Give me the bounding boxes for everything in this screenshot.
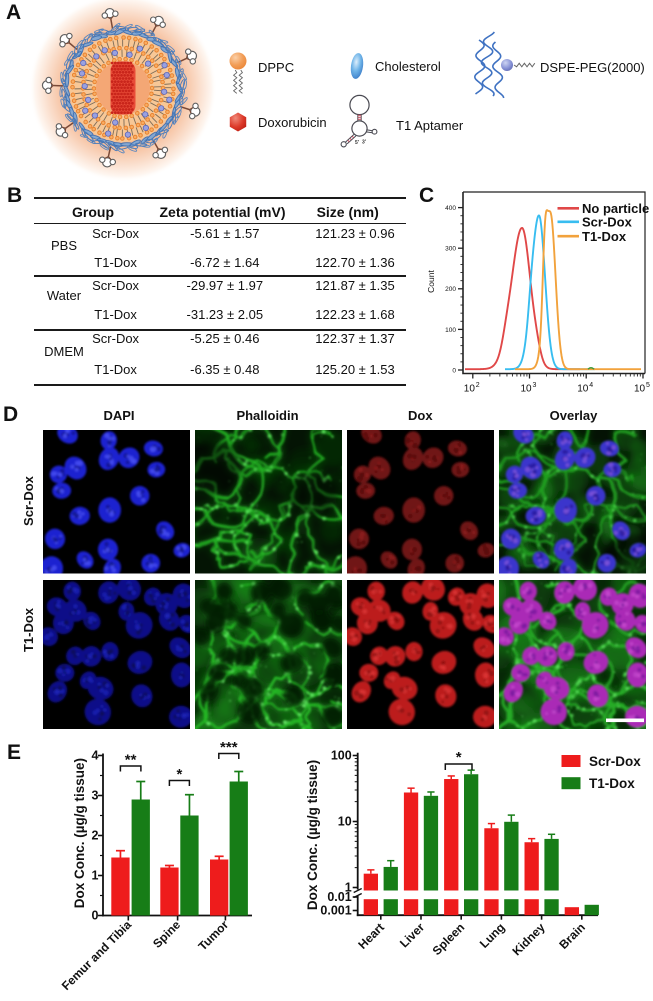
svg-text:*: *: [456, 749, 462, 766]
svg-text:2: 2: [476, 382, 480, 389]
svg-text:Dox Conc. (µg/g tissue): Dox Conc. (µg/g tissue): [305, 760, 320, 910]
svg-text:Spleen: Spleen: [430, 920, 468, 958]
svg-text:100: 100: [445, 327, 456, 334]
svg-text:4: 4: [589, 382, 593, 389]
svg-text:***: ***: [220, 739, 238, 756]
svg-text:200: 200: [445, 286, 456, 293]
svg-text:0.001: 0.001: [320, 904, 351, 918]
svg-text:1: 1: [92, 869, 99, 883]
svg-text:Cholesterol: Cholesterol: [375, 59, 441, 74]
svg-text:DPPC: DPPC: [258, 60, 294, 75]
svg-text:T1 Aptamer: T1 Aptamer: [396, 118, 464, 133]
svg-text:Lung: Lung: [477, 920, 508, 951]
svg-text:4: 4: [92, 749, 99, 763]
svg-text:5′: 5′: [355, 140, 360, 146]
svg-text:T1-Dox: T1-Dox: [582, 229, 627, 244]
svg-text:0: 0: [92, 909, 99, 923]
svg-text:Spine: Spine: [150, 917, 183, 950]
svg-text:400: 400: [445, 205, 456, 212]
svg-text:10: 10: [634, 384, 646, 395]
svg-text:Scr-Dox: Scr-Dox: [21, 475, 36, 526]
svg-text:Doxorubicin: Doxorubicin: [258, 115, 327, 130]
svg-text:DAPI: DAPI: [103, 408, 134, 423]
svg-text:3: 3: [92, 789, 99, 803]
svg-text:T1-Dox: T1-Dox: [21, 607, 36, 652]
svg-text:*: *: [176, 766, 182, 783]
svg-text:1: 1: [345, 881, 352, 895]
svg-text:10: 10: [577, 384, 589, 395]
svg-text:10: 10: [338, 815, 352, 829]
svg-text:Dox Conc. (µg/g tissue): Dox Conc. (µg/g tissue): [72, 758, 87, 908]
svg-text:Femur and Tibia: Femur and Tibia: [59, 917, 135, 993]
svg-text:T1-Dox: T1-Dox: [589, 776, 635, 791]
svg-text:300: 300: [445, 246, 456, 253]
svg-text:Brain: Brain: [556, 920, 588, 952]
svg-text:**: **: [125, 752, 137, 769]
svg-text:No particle: No particle: [582, 201, 649, 216]
svg-text:10: 10: [464, 384, 476, 395]
svg-text:Tumor: Tumor: [195, 917, 231, 953]
svg-text:3: 3: [533, 382, 537, 389]
svg-text:0: 0: [452, 367, 456, 374]
svg-text:Scr-Dox: Scr-Dox: [589, 754, 641, 769]
svg-text:2: 2: [92, 829, 99, 843]
svg-text:Scr-Dox: Scr-Dox: [582, 214, 633, 229]
svg-text:100: 100: [331, 749, 352, 763]
svg-text:Phalloidin: Phalloidin: [236, 408, 298, 423]
svg-text:5: 5: [646, 382, 650, 389]
svg-text:Liver: Liver: [397, 920, 427, 950]
svg-text:10: 10: [521, 384, 533, 395]
svg-text:3′: 3′: [362, 140, 367, 146]
svg-text:DSPE-PEG(2000): DSPE-PEG(2000): [540, 60, 645, 75]
svg-text:Heart: Heart: [355, 920, 387, 952]
svg-text:Kidney: Kidney: [510, 920, 548, 958]
svg-text:Count: Count: [426, 270, 436, 293]
svg-text:0.01: 0.01: [327, 890, 351, 904]
svg-text:Overlay: Overlay: [550, 408, 598, 423]
svg-text:Dox: Dox: [408, 408, 433, 423]
